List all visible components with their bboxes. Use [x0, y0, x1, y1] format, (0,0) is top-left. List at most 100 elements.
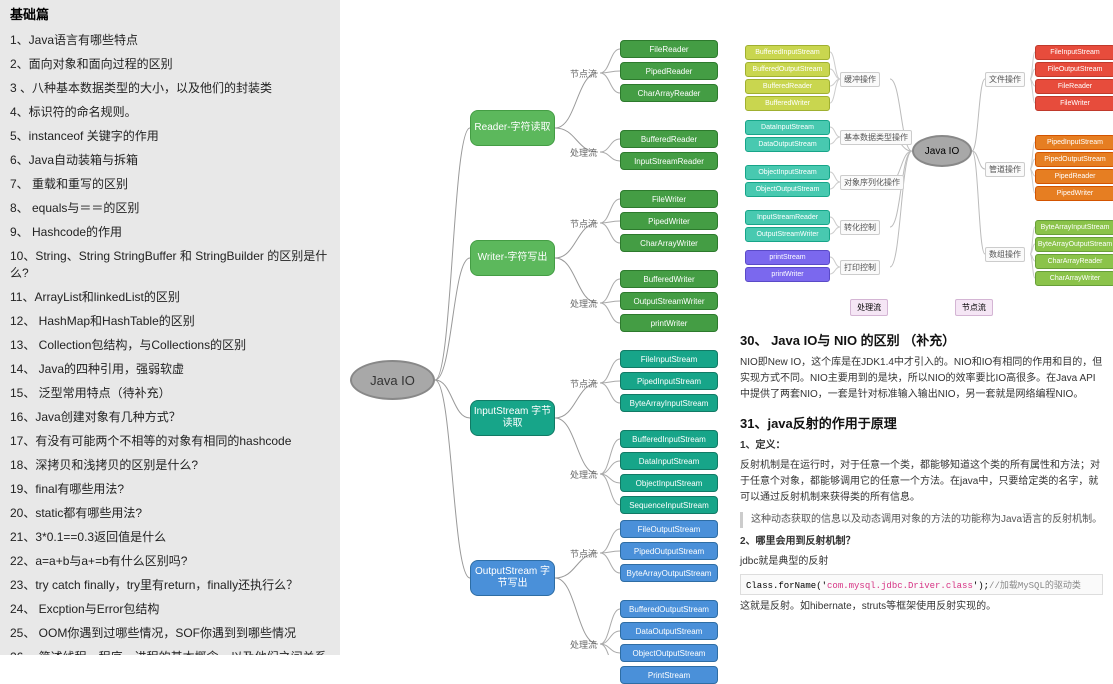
sidebar-item[interactable]: 17、有没有可能两个不相等的对象有相同的hashcode	[10, 428, 330, 452]
article-p2: 反射机制是在运行时，对于任意一个类，都能够知道这个类的所有属性和方法；对于任意个…	[740, 458, 1103, 506]
mm-group-label: 节点流	[570, 67, 597, 80]
mm2-leaf: PipedInputStream	[1035, 135, 1113, 150]
mm-leaf: BufferedWriter	[620, 270, 718, 288]
sidebar-item[interactable]: 13、 Collection包结构，与Collections的区别	[10, 332, 330, 356]
sidebar-title: 基础篇	[10, 0, 330, 27]
badge-node: 节点流	[955, 299, 993, 316]
sidebar-item[interactable]: 15、 泛型常用特点（待补充）	[10, 380, 330, 404]
code-block: Class.forName('com.mysql.jdbc.Driver.cla…	[740, 574, 1103, 595]
article-p4: 这就是反射。如hibernate，struts等框架使用反射实现的。	[740, 599, 1103, 615]
sidebar-list: 1、Java语言有哪些特点2、面向对象和面向过程的区别3 、八种基本数据类型的大…	[10, 27, 330, 655]
mm-group-label: 处理流	[570, 146, 597, 159]
mm2-leaf: BufferedInputStream	[745, 45, 830, 60]
mm2-leaf: ObjectOutputStream	[745, 182, 830, 197]
mm-leaf: CharArrayReader	[620, 84, 718, 102]
mm-group-label: 节点流	[570, 547, 597, 560]
sidebar-item[interactable]: 24、 Excption与Error包结构	[10, 596, 330, 620]
mm-leaf: DataOutputStream	[620, 622, 718, 640]
sidebar-item[interactable]: 3 、八种基本数据类型的大小，以及他们的封装类	[10, 75, 330, 99]
mm-group-label: 处理流	[570, 468, 597, 481]
mm2-cat: 基本数据类型操作	[840, 130, 912, 145]
mindmap-root: Java IO	[350, 360, 435, 400]
sidebar-item[interactable]: 4、标识符的命名规则。	[10, 99, 330, 123]
mm-group-label: 处理流	[570, 297, 597, 310]
code-pre: Class.forName('	[746, 581, 827, 591]
sidebar-item[interactable]: 14、 Java的四种引用，强弱软虚	[10, 356, 330, 380]
code-pink: com.mysql.jdbc.Driver.class	[827, 581, 973, 591]
mm2-leaf: printWriter	[745, 267, 830, 282]
mm2-leaf: DataOutputStream	[745, 137, 830, 152]
mm-branch: Writer-字符写出	[470, 240, 555, 276]
mm-leaf: FileOutputStream	[620, 520, 718, 538]
mm2-leaf: PipedWriter	[1035, 186, 1113, 201]
mm-leaf: SequenceInputStream	[620, 496, 718, 514]
sidebar-item[interactable]: 9、 Hashcode的作用	[10, 219, 330, 243]
mm-leaf: PipedOutputStream	[620, 542, 718, 560]
code-post: ');	[973, 581, 989, 591]
sidebar: 基础篇 1、Java语言有哪些特点2、面向对象和面向过程的区别3 、八种基本数据…	[0, 0, 340, 655]
sidebar-item[interactable]: 21、3*0.1==0.3返回值是什么	[10, 524, 330, 548]
mm-leaf: FileReader	[620, 40, 718, 58]
mm2-leaf: PipedOutputStream	[1035, 152, 1113, 167]
mm2-leaf: BufferedReader	[745, 79, 830, 94]
mm2-leaf: BufferedOutputStream	[745, 62, 830, 77]
mm2-leaf: CharArrayWriter	[1035, 271, 1113, 286]
sidebar-item[interactable]: 6、Java自动装箱与拆箱	[10, 147, 330, 171]
mm-leaf: PipedInputStream	[620, 372, 718, 390]
sidebar-item[interactable]: 10、String、String StringBuffer 和 StringBu…	[10, 243, 330, 284]
mm2-leaf: FileWriter	[1035, 96, 1113, 111]
sidebar-item[interactable]: 26、 简述线程、程序、进程的基本概念。以及他们之间关系是什么？	[10, 644, 330, 655]
sidebar-item[interactable]: 23、try catch finally，try里有return，finally…	[10, 572, 330, 596]
mm-group-label: 处理流	[570, 638, 597, 651]
mm2-cat: 对象序列化操作	[840, 175, 904, 190]
mm2-cat: 打印控制	[840, 260, 880, 275]
mm-leaf: printWriter	[620, 314, 718, 332]
sidebar-item[interactable]: 16、Java创建对象有几种方式？	[10, 404, 330, 428]
mm2-leaf: printStream	[745, 250, 830, 265]
sidebar-item[interactable]: 7、 重载和重写的区别	[10, 171, 330, 195]
mm2-leaf: PipedReader	[1035, 169, 1113, 184]
mm-leaf: BufferedOutputStream	[620, 600, 718, 618]
mm2-cat: 管道操作	[985, 162, 1025, 177]
sidebar-item[interactable]: 1、Java语言有哪些特点	[10, 27, 330, 51]
mm-leaf: CharArrayWriter	[620, 234, 718, 252]
sidebar-item[interactable]: 8、 equals与＝＝的区别	[10, 195, 330, 219]
badge-row: 处理流 节点流	[740, 295, 1103, 320]
sidebar-item[interactable]: 19、final有哪些用法?	[10, 476, 330, 500]
mm2-cat: 转化控制	[840, 220, 880, 235]
mm2-leaf: InputStreamReader	[745, 210, 830, 225]
mm-group-label: 节点流	[570, 217, 597, 230]
article-quote: 这种动态获取的信息以及动态调用对象的方法的功能称为Java语言的反射机制。	[740, 512, 1103, 528]
article-s1: 1、定义：	[740, 438, 1103, 454]
mm2-cat: 文件操作	[985, 72, 1025, 87]
article-h2: 31、java反射的作用于原理	[740, 413, 1103, 432]
mm2-leaf: FileReader	[1035, 79, 1113, 94]
mm-leaf: BufferedReader	[620, 130, 718, 148]
code-comment: //加载MySQL的驱动类	[989, 581, 1081, 591]
mm-leaf: PipedReader	[620, 62, 718, 80]
mm2-leaf: FileInputStream	[1035, 45, 1113, 60]
sidebar-item[interactable]: 20、static都有哪些用法?	[10, 500, 330, 524]
article-h1: 30、 Java IO与 NIO 的区别 （补充）	[740, 330, 1103, 349]
mm2-cat: 缓冲操作	[840, 72, 880, 87]
mm2-leaf: FileOutputStream	[1035, 62, 1113, 77]
mm2-leaf: ByteArrayInputStream	[1035, 220, 1113, 235]
mm-leaf: BufferedInputStream	[620, 430, 718, 448]
sidebar-item[interactable]: 5、instanceof 关键字的作用	[10, 123, 330, 147]
mm-leaf: FileWriter	[620, 190, 718, 208]
mm2-cat: 数组操作	[985, 247, 1025, 262]
sidebar-item[interactable]: 18、深拷贝和浅拷贝的区别是什么?	[10, 452, 330, 476]
mm-leaf: FileInputStream	[620, 350, 718, 368]
sidebar-item[interactable]: 22、a=a+b与a+=b有什么区别吗?	[10, 548, 330, 572]
mindmap2-root: Java IO	[912, 135, 972, 167]
sidebar-item[interactable]: 2、面向对象和面向过程的区别	[10, 51, 330, 75]
sidebar-item[interactable]: 11、ArrayList和linkedList的区别	[10, 284, 330, 308]
article-s2: 2、哪里会用到反射机制？	[740, 534, 1103, 550]
mm-leaf: InputStreamReader	[620, 152, 718, 170]
mm-leaf: ByteArrayOutputStream	[620, 564, 718, 582]
sidebar-item[interactable]: 25、 OOM你遇到过哪些情况，SOF你遇到到哪些情况	[10, 620, 330, 644]
mm2-leaf: CharArrayReader	[1035, 254, 1113, 269]
mm-group-label: 节点流	[570, 377, 597, 390]
right-panel: Java IO 缓冲操作 BufferedInputStream BufferedO…	[730, 0, 1113, 655]
sidebar-item[interactable]: 12、 HashMap和HashTable的区别	[10, 308, 330, 332]
